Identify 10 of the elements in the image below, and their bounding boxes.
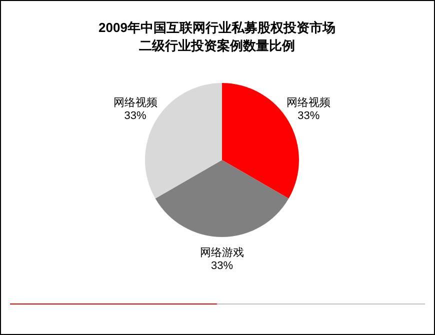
pie-slice (222, 83, 299, 198)
slice-label: 网络视频 (113, 96, 158, 109)
slice-label: 网络游戏 (200, 246, 244, 260)
pie-slice (145, 83, 222, 198)
data-label: 33% (210, 260, 234, 272)
chart-title: 2009年中国互联网行业私募股权投资市场二级行业投资案例数量比例 (98, 20, 336, 53)
data-label: 33% (124, 110, 147, 122)
data-label: 33% (298, 110, 320, 122)
slice-label: 网络视频 (286, 96, 331, 109)
pie-slice (155, 160, 289, 237)
